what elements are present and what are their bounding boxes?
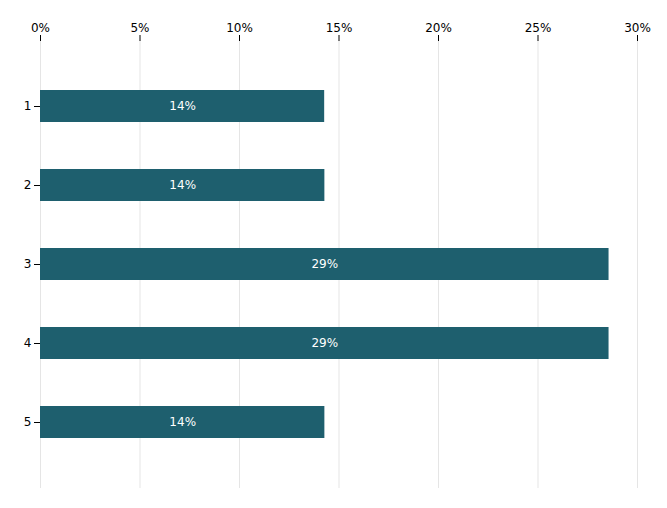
svg-text:15%: 15% [326,21,353,35]
svg-text:4: 4 [24,336,32,350]
svg-text:20%: 20% [425,21,452,35]
svg-text:5%: 5% [130,21,149,35]
svg-text:2: 2 [24,178,32,192]
svg-text:14%: 14% [169,178,196,192]
svg-text:0%: 0% [31,21,50,35]
svg-text:5: 5 [24,415,32,429]
svg-text:3: 3 [24,257,32,271]
svg-text:10%: 10% [226,21,253,35]
svg-text:25%: 25% [525,21,552,35]
svg-text:14%: 14% [169,415,196,429]
svg-text:30%: 30% [624,21,651,35]
svg-text:1: 1 [24,99,32,113]
svg-text:29%: 29% [311,336,338,350]
svg-text:14%: 14% [169,99,196,113]
svg-text:29%: 29% [311,257,338,271]
